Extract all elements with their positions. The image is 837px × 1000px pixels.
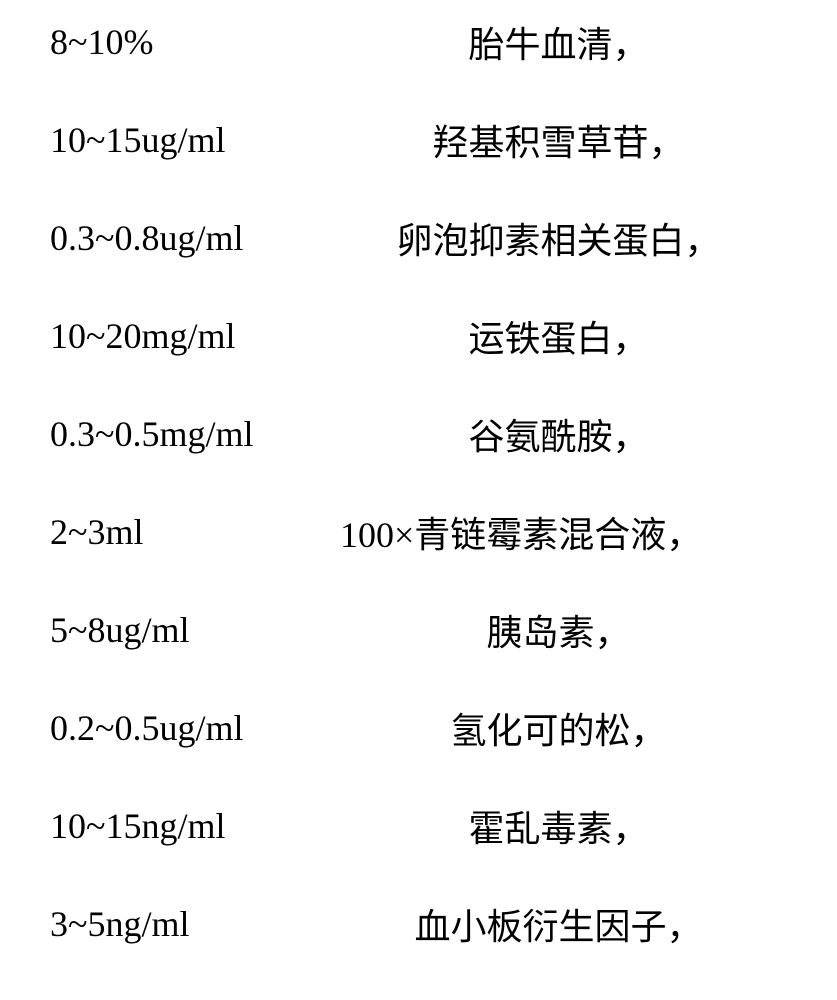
name-cell: 100×青链霉素混合液， xyxy=(320,506,797,558)
name-cell: 羟基积雪草苷， xyxy=(320,114,797,166)
table-row: 3~5ng/ml 血小板衍生因子， xyxy=(40,902,797,946)
name-cell: 胎牛血清， xyxy=(320,16,797,68)
amount-cell: 0.3~0.8ug/ml xyxy=(40,217,320,259)
table-row: 2~3ml 100×青链霉素混合液， xyxy=(40,510,797,554)
amount-cell: 0.3~0.5mg/ml xyxy=(40,413,320,455)
table-row: 10~20mg/ml 运铁蛋白， xyxy=(40,314,797,358)
table-row: 8~10% 胎牛血清， xyxy=(40,20,797,64)
table-row: 10~15ug/ml 羟基积雪草苷， xyxy=(40,118,797,162)
name-cell: 血小板衍生因子， xyxy=(320,898,797,950)
table-row: 0.3~0.8ug/ml 卵泡抑素相关蛋白， xyxy=(40,216,797,260)
table-row: 5~8ug/ml 胰岛素， xyxy=(40,608,797,652)
table-row: 0.3~0.5mg/ml 谷氨酰胺， xyxy=(40,412,797,456)
amount-cell: 2~3ml xyxy=(40,511,320,553)
amount-cell: 5~8ug/ml xyxy=(40,609,320,651)
amount-cell: 8~10% xyxy=(40,21,320,63)
amount-cell: 10~20mg/ml xyxy=(40,315,320,357)
name-cell: 卵泡抑素相关蛋白， xyxy=(320,212,797,264)
name-cell: 氢化可的松， xyxy=(320,702,797,754)
amount-cell: 0.2~0.5ug/ml xyxy=(40,707,320,749)
amount-cell: 10~15ng/ml xyxy=(40,805,320,847)
table-row: 0.2~0.5ug/ml 氢化可的松， xyxy=(40,706,797,750)
name-cell: 运铁蛋白， xyxy=(320,310,797,362)
table-row: 10~15ng/ml 霍乱毒素， xyxy=(40,804,797,848)
ingredients-table: 8~10% 胎牛血清， 10~15ug/ml 羟基积雪草苷， 0.3~0.8ug… xyxy=(40,20,797,946)
amount-cell: 10~15ug/ml xyxy=(40,119,320,161)
amount-cell: 3~5ng/ml xyxy=(40,903,320,945)
name-cell: 霍乱毒素， xyxy=(320,800,797,852)
name-cell: 胰岛素， xyxy=(320,604,797,656)
name-cell: 谷氨酰胺， xyxy=(320,408,797,460)
